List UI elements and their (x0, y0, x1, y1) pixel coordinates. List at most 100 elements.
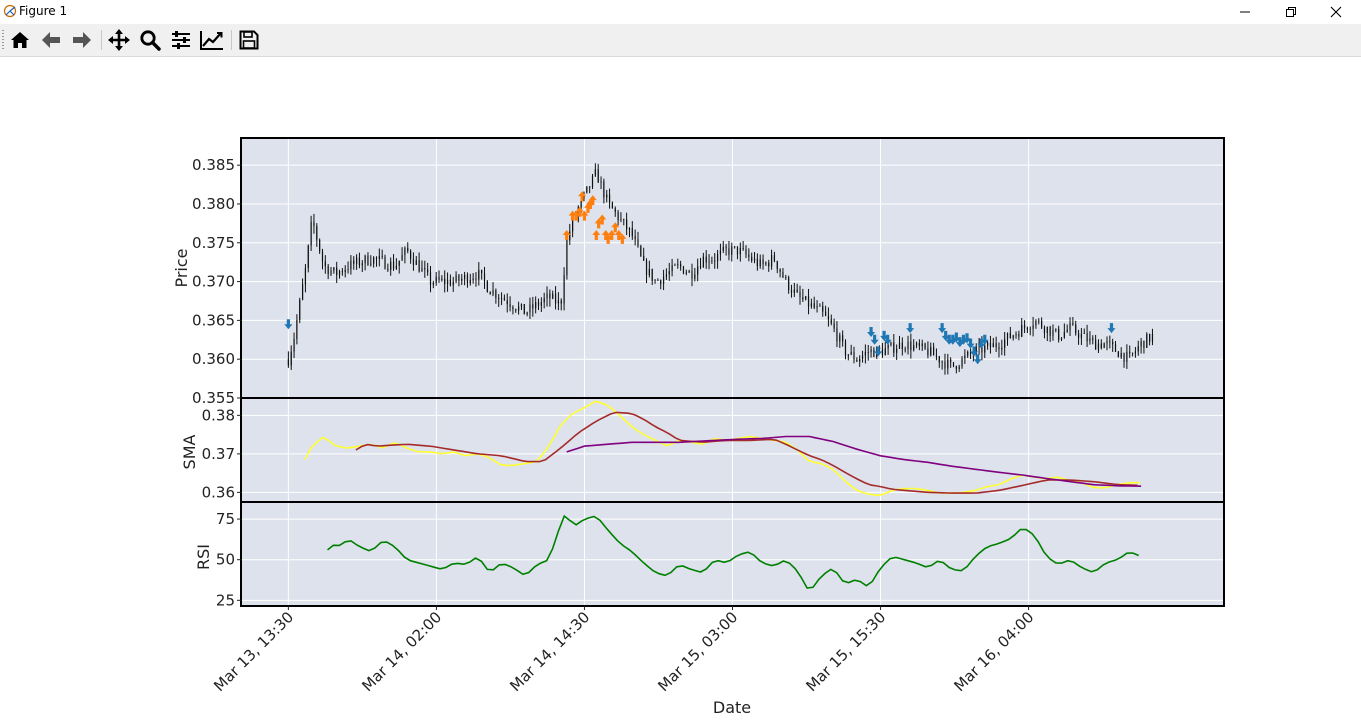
price-candle-body (503, 298, 505, 301)
price-candle-body (572, 214, 574, 232)
pan-button[interactable] (105, 26, 133, 54)
price-candle-body (518, 306, 520, 311)
price-candle-body (1103, 343, 1105, 348)
price-candle-body (611, 202, 614, 209)
price-candle-body (807, 296, 810, 307)
price-candle-body (660, 280, 662, 284)
price-candle-body (779, 269, 781, 272)
price-candle-body (992, 343, 994, 348)
price-candle-body (361, 263, 363, 266)
price-candle-body (313, 221, 315, 226)
close-button[interactable] (1313, 0, 1359, 24)
price-candle-body (350, 260, 352, 270)
price-candle-body (1097, 343, 1100, 350)
price-candle-body (620, 219, 622, 221)
price-candle-body (407, 248, 409, 251)
line-chart-icon (200, 31, 223, 50)
price-candle-body (685, 272, 687, 274)
price-candle-body (589, 186, 591, 188)
x-tick-label: Mar 14, 14:30 (506, 608, 593, 695)
price-candle-body (901, 342, 903, 350)
price-candle-body (617, 211, 619, 221)
price-candle-body (614, 208, 616, 212)
price-candle-body (435, 276, 437, 283)
price-candle-body (981, 344, 983, 353)
price-candle-body (1038, 320, 1040, 322)
zoom-button[interactable] (136, 26, 164, 54)
window-title: Figure 1 (19, 4, 68, 18)
price-candle-body (1041, 320, 1043, 328)
price-candle-body (654, 280, 656, 282)
save-button[interactable] (235, 26, 263, 54)
price-candle-body (1012, 335, 1014, 338)
sell-signal-marker (883, 334, 892, 345)
buy-signal-marker (578, 191, 587, 202)
price-candle-body (1109, 341, 1111, 343)
price-candle-body (1146, 333, 1148, 348)
price-candle-body (444, 278, 446, 284)
price-candle-body (896, 348, 898, 353)
minimize-button[interactable] (1222, 0, 1268, 24)
price-candle-body (449, 279, 451, 286)
price-candle-body (995, 343, 997, 348)
price-candle-body (716, 254, 719, 262)
price-candle-body (1026, 327, 1028, 330)
price-candle-body (535, 302, 537, 309)
price-candle-body (626, 219, 628, 230)
price-candle-body (938, 356, 940, 363)
price-candle-body (691, 270, 693, 279)
sma-axis-label: SMA (180, 434, 199, 469)
price-candle-body (600, 181, 602, 183)
price-candle-body (1058, 328, 1060, 340)
back-button[interactable] (37, 26, 65, 54)
sell-signal-marker (284, 319, 293, 330)
price-candle-body (355, 257, 358, 264)
x-tick-label: Mar 13, 13:30 (210, 608, 297, 695)
price-candle-body (790, 290, 793, 293)
price-candle-body (887, 344, 889, 349)
rsi-series-line (327, 514, 1140, 589)
subplots-button[interactable] (167, 26, 195, 54)
price-candle-body (816, 305, 818, 308)
price-candle-body (802, 297, 804, 300)
sell-signal-marker (874, 346, 883, 357)
price-candle-body (643, 255, 645, 261)
price-candle-body (537, 302, 540, 306)
price-candle-body (930, 347, 932, 356)
price-candle-body (813, 303, 815, 308)
toolbar-separator (231, 30, 232, 50)
price-candle-body (762, 259, 764, 265)
restore-button[interactable] (1268, 0, 1314, 24)
price-candle-body (844, 341, 847, 356)
price-candle-body (432, 282, 434, 285)
price-candle-body (694, 274, 696, 279)
price-candle-body (483, 273, 486, 282)
price-candle-body (765, 262, 767, 265)
price-candle-body (725, 246, 727, 249)
price-candle-body (867, 352, 869, 353)
price-candle-body (847, 354, 849, 356)
price-candle-body (1092, 338, 1094, 340)
price-candle-body (739, 247, 741, 255)
price-candle-body (301, 284, 304, 300)
home-button[interactable] (6, 26, 34, 54)
price-candle-body (1137, 346, 1139, 352)
price-candle-body (563, 275, 565, 304)
axes-button[interactable] (198, 26, 226, 54)
price-candle-body (452, 281, 454, 286)
price-candle-body (287, 359, 289, 366)
price-candle-body (1123, 352, 1125, 362)
forward-button[interactable] (68, 26, 96, 54)
price-candle-body (759, 259, 761, 267)
price-candle-body (722, 246, 724, 251)
sell-signal-marker (959, 334, 968, 345)
close-icon (1330, 6, 1342, 18)
x-tick-label: Mar 16, 04:00 (950, 608, 1037, 695)
price-candle-body (304, 267, 307, 285)
minimize-icon (1240, 11, 1250, 13)
price-candle-body (1072, 322, 1074, 325)
price-candle-body (915, 342, 918, 346)
price-candle-body (395, 265, 397, 269)
price-candle-body (665, 274, 668, 277)
price-candle-body (1018, 334, 1020, 337)
